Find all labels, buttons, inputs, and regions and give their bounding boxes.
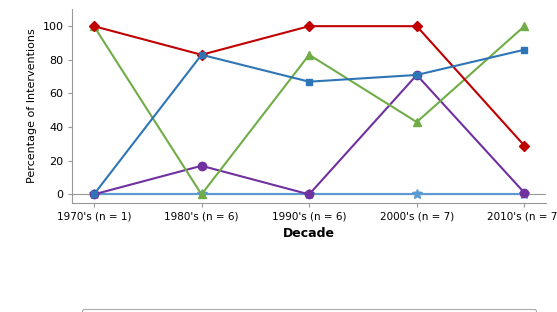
Catering	[413, 193, 420, 196]
Line: POP: POP	[90, 46, 528, 198]
Availability	[521, 24, 527, 28]
Y-axis label: Percentage of Interventions: Percentage of Interventions	[27, 29, 37, 183]
Pricing	[413, 73, 420, 77]
Catering	[306, 193, 312, 196]
POP	[91, 193, 97, 196]
Access	[198, 193, 205, 196]
Pricing	[521, 191, 527, 195]
Pricing	[91, 193, 97, 196]
Line: Catering: Catering	[89, 189, 529, 199]
Access	[413, 193, 420, 196]
POP	[413, 73, 420, 77]
Line: Access: Access	[90, 191, 528, 198]
Promotion	[413, 24, 420, 28]
Promotion	[521, 144, 527, 148]
Catering	[91, 193, 97, 196]
Access	[521, 193, 527, 196]
POP	[521, 48, 527, 51]
POP	[198, 53, 205, 57]
Access	[306, 193, 312, 196]
Availability	[306, 53, 312, 57]
POP	[306, 80, 312, 84]
Promotion	[91, 24, 97, 28]
Pricing	[198, 164, 205, 168]
Availability	[413, 120, 420, 124]
Access	[91, 193, 97, 196]
Line: Pricing: Pricing	[90, 71, 529, 198]
Line: Promotion: Promotion	[90, 23, 528, 149]
Availability	[198, 193, 205, 196]
Legend: Access, Catering, Pricing, Availability, Promotion, POP: Access, Catering, Pricing, Availability,…	[82, 309, 536, 312]
Promotion	[198, 53, 205, 57]
Catering	[521, 193, 527, 196]
Line: Availability: Availability	[90, 22, 529, 198]
Pricing	[306, 193, 312, 196]
X-axis label: Decade: Decade	[283, 227, 335, 240]
Catering	[198, 193, 205, 196]
Promotion	[306, 24, 312, 28]
Availability	[91, 24, 97, 28]
